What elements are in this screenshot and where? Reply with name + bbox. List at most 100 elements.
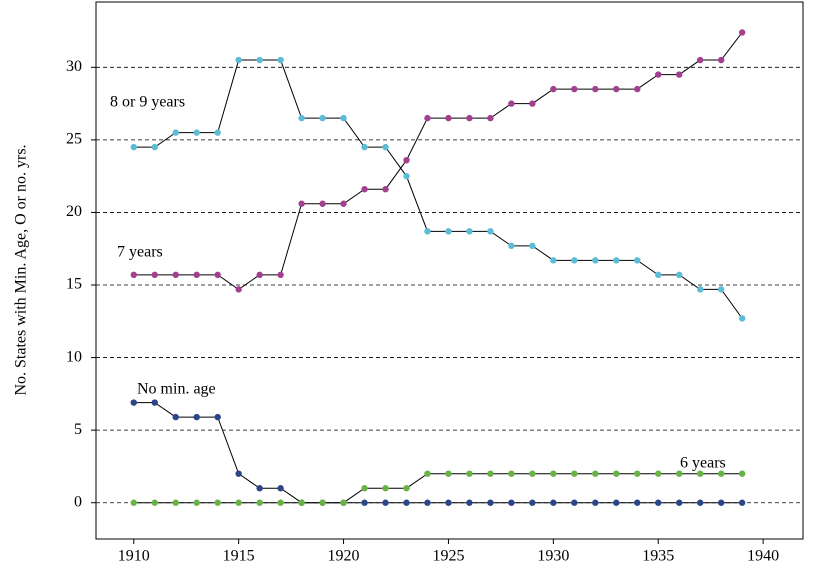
- point: [298, 499, 305, 506]
- point: [277, 499, 284, 506]
- point: [340, 499, 347, 506]
- x-tick-label: 1915: [223, 548, 255, 565]
- point: [445, 228, 452, 235]
- point: [424, 114, 431, 122]
- series-line: [133, 473, 743, 504]
- point: [571, 257, 578, 264]
- point: [256, 271, 263, 279]
- series-label: 7 years: [117, 244, 163, 261]
- point: [676, 71, 683, 78]
- series-line: [133, 59, 743, 319]
- point: [298, 200, 305, 207]
- point: [508, 470, 515, 477]
- x-tick-label: 1935: [642, 548, 674, 565]
- point: [151, 399, 158, 406]
- point: [550, 499, 557, 506]
- point: [382, 143, 389, 151]
- point: [130, 499, 137, 506]
- point: [487, 228, 494, 235]
- point: [277, 485, 284, 492]
- point: [613, 470, 620, 477]
- point: [655, 499, 662, 506]
- point: [256, 485, 263, 492]
- point: [214, 413, 221, 421]
- point: [445, 470, 452, 477]
- point: [235, 470, 242, 477]
- point: [717, 499, 725, 506]
- series-label: No min. age: [137, 381, 216, 398]
- point: [592, 470, 599, 477]
- point: [571, 470, 578, 477]
- point: [235, 499, 242, 506]
- point: [697, 56, 704, 64]
- point: [738, 470, 746, 477]
- point: [340, 200, 347, 207]
- point: [361, 186, 368, 193]
- point: [676, 271, 683, 279]
- point: [487, 470, 494, 477]
- point: [172, 271, 179, 279]
- point: [613, 499, 620, 506]
- point: [634, 85, 641, 93]
- point: [361, 485, 368, 492]
- series-line: [133, 32, 743, 290]
- point: [676, 470, 683, 477]
- point: [550, 470, 557, 477]
- point: [277, 56, 284, 64]
- point: [717, 470, 725, 477]
- point: [172, 499, 179, 506]
- point: [697, 470, 704, 477]
- point: [676, 499, 683, 506]
- point: [382, 186, 389, 193]
- point: [613, 85, 620, 93]
- point: [466, 499, 473, 506]
- point: [193, 413, 200, 421]
- point: [655, 71, 662, 78]
- point: [592, 499, 599, 506]
- point: [424, 228, 431, 235]
- point: [193, 129, 200, 136]
- point: [235, 286, 242, 293]
- point: [466, 114, 473, 122]
- point: [697, 286, 704, 293]
- point: [382, 499, 389, 506]
- x-tick-label: 1925: [432, 548, 464, 565]
- point: [550, 85, 557, 93]
- point: [214, 499, 221, 506]
- series-line: [133, 402, 743, 504]
- point: [151, 499, 158, 506]
- point: [214, 129, 221, 136]
- point: [172, 413, 179, 421]
- point: [487, 499, 494, 506]
- point: [613, 257, 620, 264]
- point: [738, 315, 746, 322]
- point: [508, 100, 515, 107]
- point: [466, 228, 473, 235]
- point: [172, 129, 179, 136]
- point: [340, 114, 347, 122]
- point: [592, 257, 599, 264]
- point: [382, 485, 389, 492]
- point: [424, 499, 431, 506]
- point: [571, 499, 578, 506]
- point: [403, 172, 410, 180]
- y-tick-label: 25: [66, 131, 82, 148]
- point: [592, 85, 599, 93]
- point: [298, 114, 305, 122]
- point: [130, 143, 137, 151]
- point: [738, 29, 746, 36]
- point: [634, 470, 641, 477]
- point: [277, 271, 284, 279]
- point: [214, 271, 221, 279]
- point: [717, 286, 725, 293]
- x-tick-label: 1910: [118, 548, 150, 565]
- point: [361, 499, 368, 506]
- point: [130, 399, 137, 406]
- point: [256, 56, 263, 64]
- point: [151, 271, 158, 279]
- x-tick-label: 1920: [328, 548, 360, 565]
- series-label: 6 years: [680, 455, 726, 472]
- point: [697, 499, 704, 506]
- point: [634, 499, 641, 506]
